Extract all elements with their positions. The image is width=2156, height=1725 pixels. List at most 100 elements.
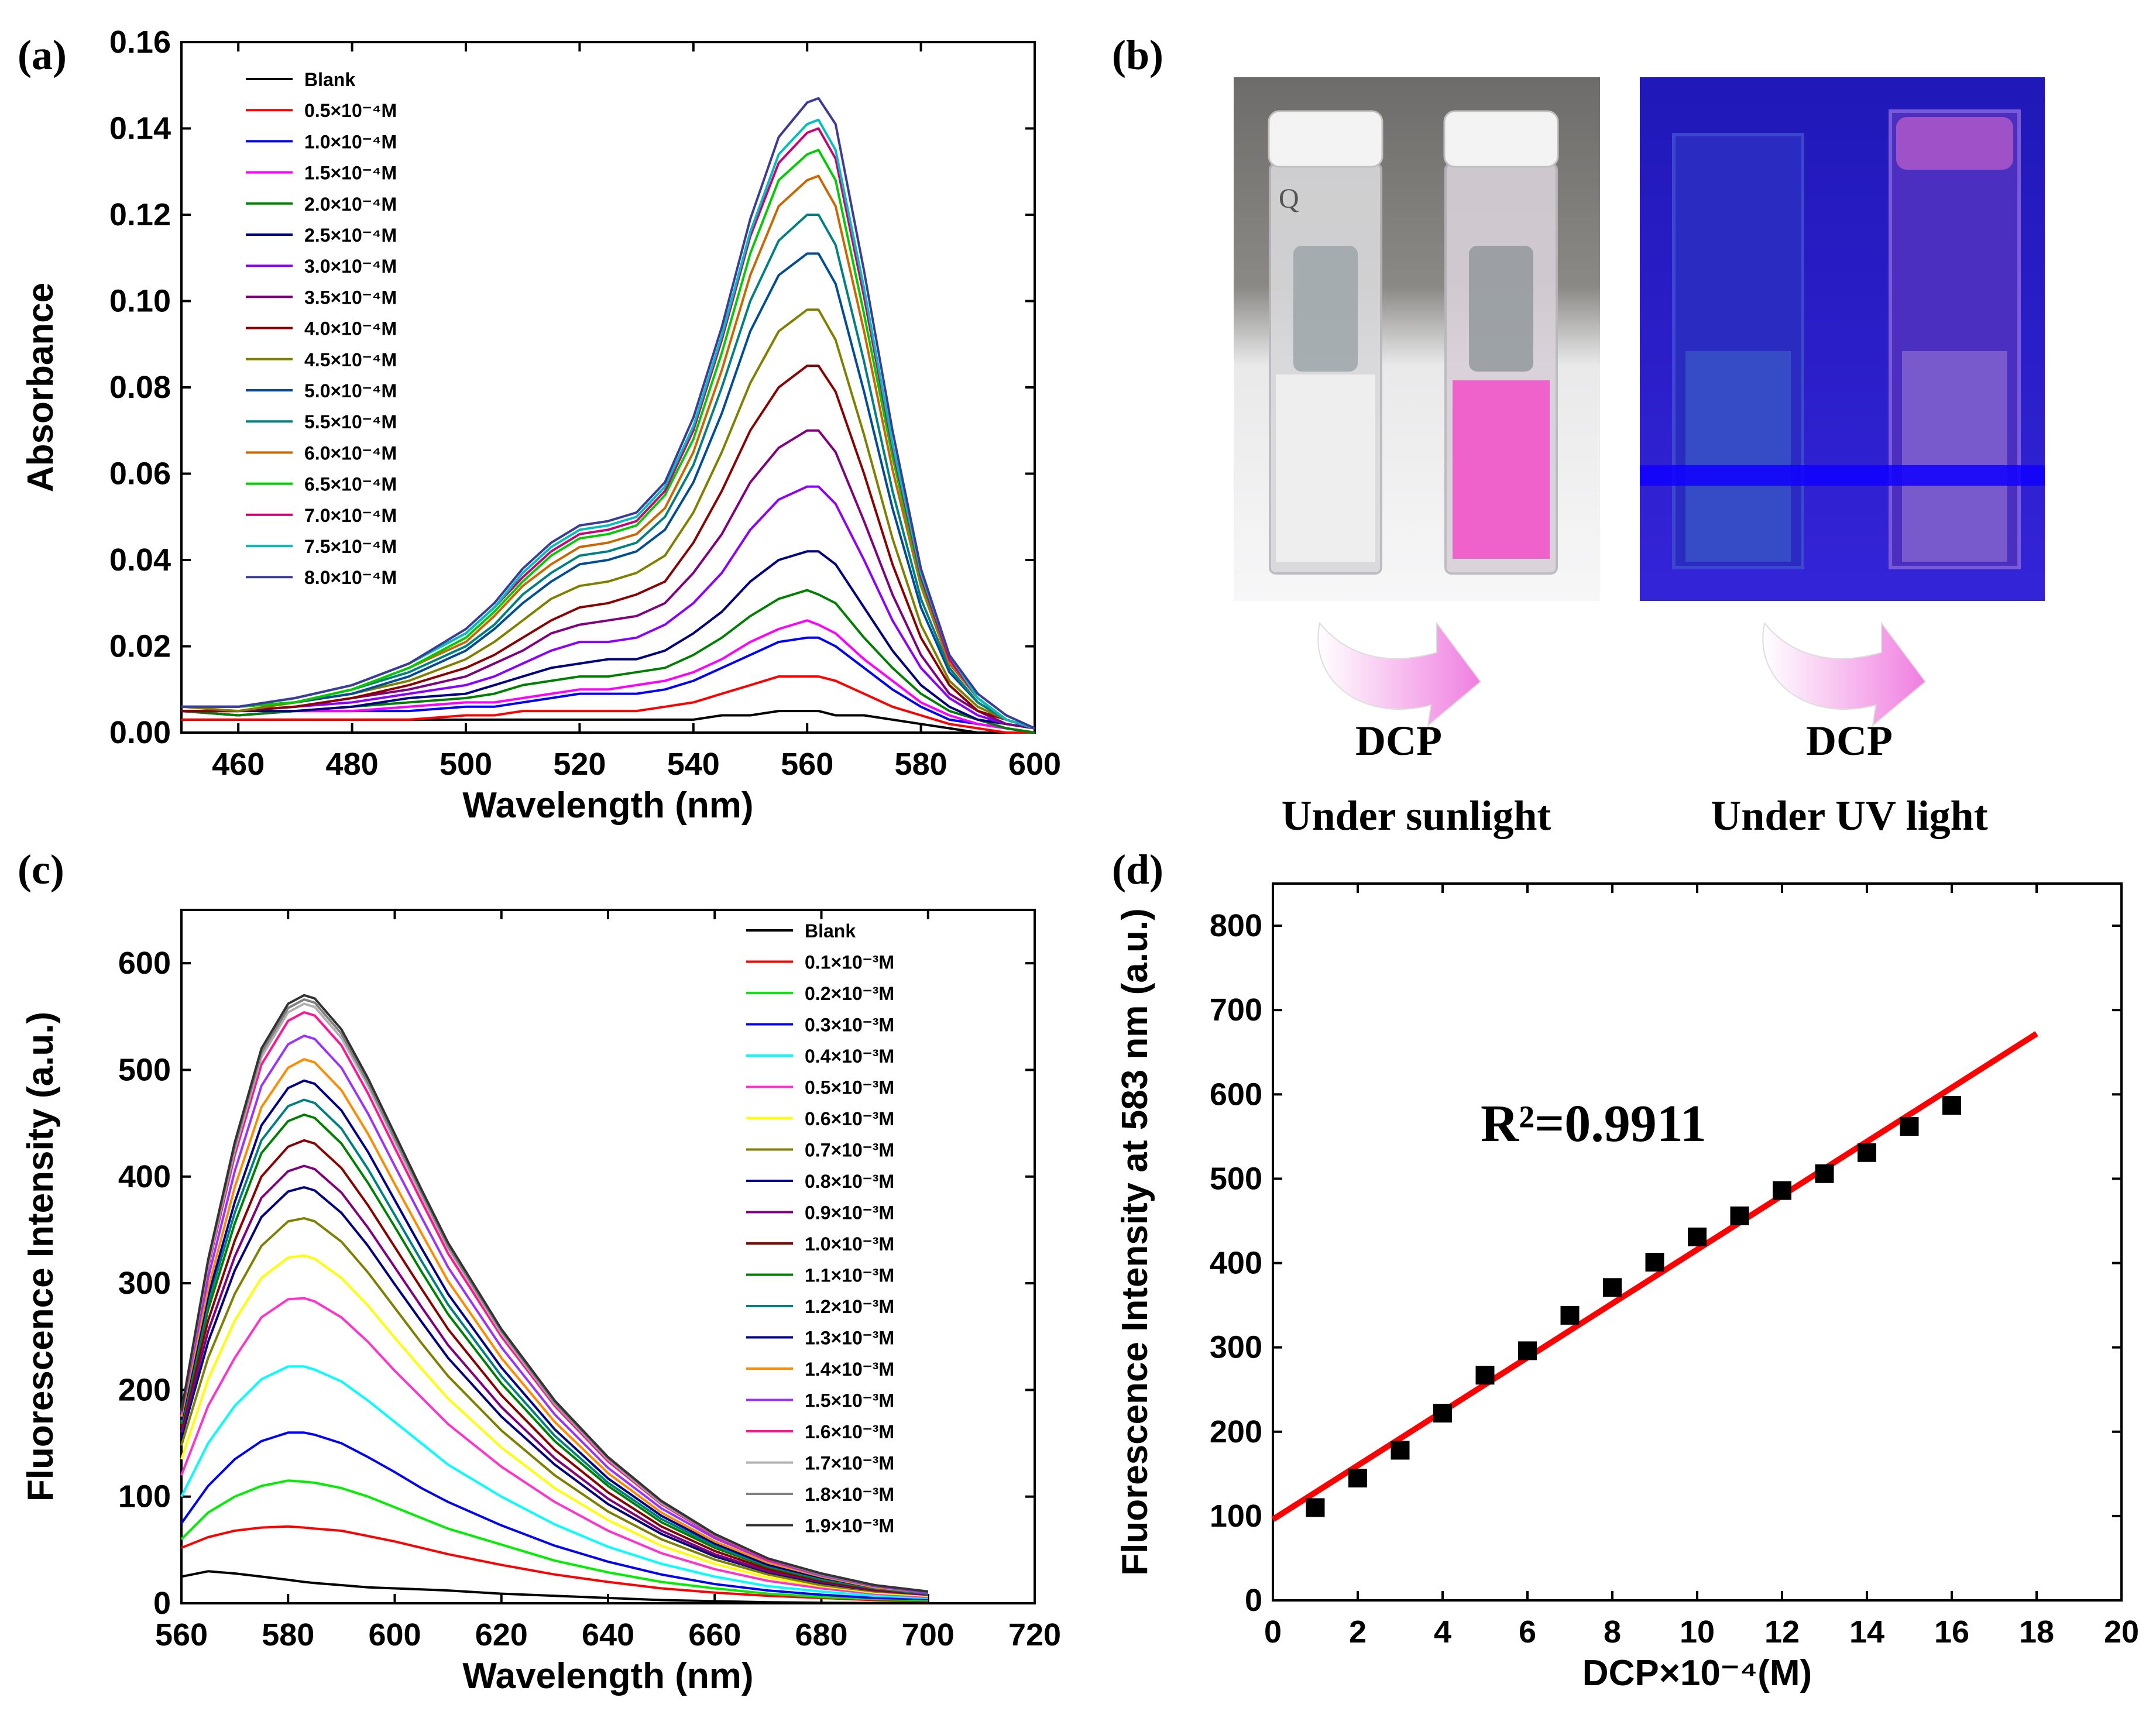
y-tick-label: 0.00: [109, 715, 171, 750]
legend-entry: 1.6×10⁻³M: [805, 1421, 894, 1442]
blank-cuvette: Q: [1268, 110, 1383, 575]
photo-uv: [1640, 77, 2045, 601]
series-line: [180, 1079, 928, 1594]
legend-entry: 4.0×10⁻⁴M: [304, 318, 397, 339]
series-line: [180, 1479, 928, 1602]
cuvette-mark: Q: [1279, 183, 1299, 214]
data-point: [1475, 1366, 1495, 1385]
y-tick-label: 0.02: [109, 629, 171, 664]
legend-entry: 3.0×10⁻⁴M: [304, 256, 397, 277]
y-tick-label: 0.04: [109, 542, 171, 578]
data-point: [1433, 1404, 1452, 1423]
data-point: [1645, 1253, 1664, 1272]
y-tick-label: 300: [1210, 1330, 1262, 1365]
series-line: [181, 619, 1035, 734]
legend-entry: 6.5×10⁻⁴M: [304, 474, 397, 495]
y-tick-label: 0.10: [109, 284, 171, 319]
series-line: [181, 1570, 928, 1604]
series-line: [180, 994, 929, 1593]
x-tick-label: 580: [262, 1617, 314, 1652]
x-tick-label: 580: [895, 747, 947, 782]
x-axis-label: DCP×10⁻⁴(M): [1582, 1653, 1812, 1693]
fluorescence-chart: 560 580 600 620 640 660 680 700 720 0 100 200 300 400…: [20, 909, 1061, 1696]
data-point: [1391, 1441, 1410, 1460]
series-line: [180, 1217, 928, 1596]
legend-entry: 0.1×10⁻³M: [805, 952, 894, 973]
y-axis-label: Fluorescence Intensity (a.u.): [20, 1012, 61, 1501]
legend-entry: 0.5×10⁻⁴M: [304, 100, 397, 121]
data-point: [1773, 1181, 1791, 1200]
panel-label-c: (c): [18, 846, 64, 893]
legend-entry: 8.0×10⁻⁴M: [304, 567, 397, 588]
y-tick-label: 500: [1210, 1161, 1262, 1196]
x-tick-label: 480: [326, 747, 379, 782]
legend-entry: 4.5×10⁻⁴M: [304, 349, 397, 370]
y-tick-label: 0.08: [109, 370, 171, 405]
y-tick-label: 0: [1245, 1583, 1262, 1618]
legend-entry: 7.0×10⁻⁴M: [304, 505, 397, 526]
x-tick-label: 4: [1434, 1614, 1451, 1650]
calibration-chart: 0 2 4 6 8 10 12 14 16 18 2001002003004005006007008…: [1115, 882, 2139, 1693]
y-tick-label: 600: [1210, 1077, 1262, 1112]
data-point: [1518, 1341, 1537, 1360]
legend-entry: 5.5×10⁻⁴M: [304, 411, 397, 432]
series-line: [181, 149, 1035, 730]
data-point: [1688, 1227, 1707, 1246]
legend-entry: Blank: [304, 69, 355, 90]
x-tick-label: 2: [1349, 1614, 1367, 1650]
legend-entry: 7.5×10⁻⁴M: [304, 536, 397, 557]
absorbance-chart: 460 480 500 520 540 560 580 600 0.00 0.02 0.04 0.06…: [20, 25, 1061, 826]
data-point: [1815, 1164, 1834, 1183]
x-tick-label: 12: [1764, 1614, 1800, 1650]
x-tick-label: 20: [2104, 1614, 2139, 1650]
legend-entry: 1.5×10⁻³M: [805, 1390, 894, 1411]
legend-entry: 1.2×10⁻³M: [805, 1296, 894, 1317]
legend-entry: 1.4×10⁻³M: [805, 1359, 894, 1380]
x-tick-label: 8: [1604, 1614, 1621, 1650]
y-tick-label: 200: [1210, 1414, 1262, 1449]
r-squared-annotation: R²=0.9911: [1481, 1095, 1707, 1153]
series-line: [181, 118, 1035, 730]
legend-entry: 3.5×10⁻⁴M: [304, 287, 397, 308]
legend-entry: 1.5×10⁻⁴M: [304, 163, 397, 184]
data-point: [1900, 1117, 1919, 1136]
series-line: [181, 252, 1035, 730]
series-line: [181, 214, 1035, 730]
x-tick-label: 620: [475, 1617, 528, 1652]
y-tick-label: 0.12: [109, 197, 171, 232]
x-tick-label: 460: [212, 747, 265, 782]
data-point: [1730, 1206, 1749, 1225]
legend-entry: 1.8×10⁻³M: [805, 1484, 894, 1505]
legend-entry: 0.3×10⁻³M: [805, 1015, 894, 1036]
series-line: [181, 675, 1035, 734]
data-point: [1942, 1096, 1961, 1115]
y-tick-label: 0: [153, 1586, 171, 1621]
photo-sunlight: Q: [1234, 77, 1600, 601]
legend-entry: Blank: [805, 920, 856, 941]
y-tick-label: 500: [118, 1052, 171, 1087]
legend-entry: 6.0×10⁻⁴M: [304, 442, 397, 463]
y-tick-label: 0.06: [109, 456, 171, 492]
legend-entry: 1.1×10⁻³M: [805, 1265, 894, 1286]
panel-label-d: (d): [1112, 846, 1163, 893]
legend-entry: 1.3×10⁻³M: [805, 1328, 894, 1349]
x-tick-label: 10: [1680, 1614, 1715, 1650]
series-line: [180, 1139, 928, 1595]
x-tick-label: 640: [582, 1617, 634, 1652]
legend-entry: 0.5×10⁻³M: [805, 1077, 894, 1098]
series-line: [181, 636, 1035, 734]
series-line: [180, 1114, 928, 1595]
x-axis-label: Wavelength (nm): [462, 1656, 753, 1696]
series-line: [181, 550, 1035, 730]
x-tick-label: 560: [781, 747, 833, 782]
panel-label-b: (b): [1112, 32, 1163, 78]
data-point: [1603, 1278, 1622, 1297]
series-line: [181, 1525, 928, 1603]
x-tick-label: 700: [902, 1617, 955, 1652]
x-tick-label: 660: [688, 1617, 741, 1652]
y-tick-label: 600: [118, 946, 171, 981]
legend-entry: 1.7×10⁻³M: [805, 1453, 894, 1474]
legend-entry: 5.0×10⁻⁴M: [304, 380, 397, 401]
x-axis-label: Wavelength (nm): [462, 785, 753, 826]
